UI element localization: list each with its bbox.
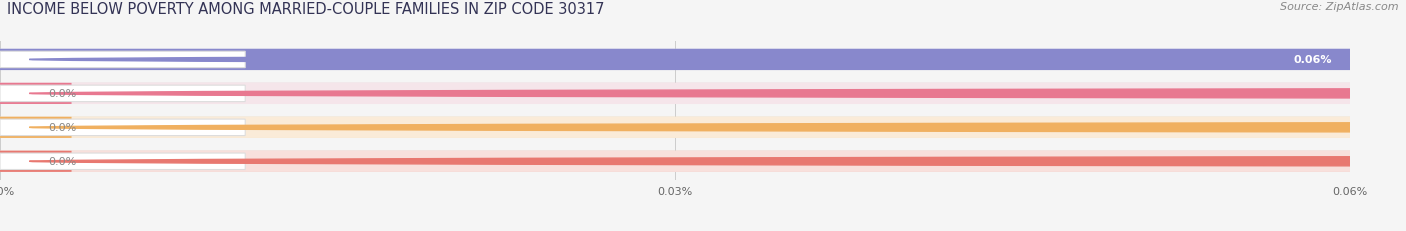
FancyBboxPatch shape <box>0 83 1406 105</box>
Circle shape <box>30 88 1406 100</box>
Text: INCOME BELOW POVERTY AMONG MARRIED-COUPLE FAMILIES IN ZIP CODE 30317: INCOME BELOW POVERTY AMONG MARRIED-COUPL… <box>7 2 605 17</box>
FancyBboxPatch shape <box>0 50 1406 71</box>
FancyBboxPatch shape <box>0 83 72 104</box>
FancyBboxPatch shape <box>0 153 245 170</box>
FancyBboxPatch shape <box>0 151 72 172</box>
Text: Source: ZipAtlas.com: Source: ZipAtlas.com <box>1281 2 1399 12</box>
FancyBboxPatch shape <box>0 120 245 136</box>
FancyBboxPatch shape <box>0 52 245 68</box>
Text: 0.0%: 0.0% <box>49 123 77 133</box>
Text: 0.0%: 0.0% <box>49 157 77 167</box>
FancyBboxPatch shape <box>0 151 1406 172</box>
FancyBboxPatch shape <box>0 50 1406 71</box>
Circle shape <box>30 155 1406 168</box>
Text: 0.06%: 0.06% <box>1294 55 1331 65</box>
FancyBboxPatch shape <box>0 117 1406 138</box>
FancyBboxPatch shape <box>0 117 72 138</box>
FancyBboxPatch shape <box>0 117 1391 138</box>
Circle shape <box>30 54 1406 66</box>
FancyBboxPatch shape <box>0 151 1391 172</box>
Text: 0.0%: 0.0% <box>49 89 77 99</box>
FancyBboxPatch shape <box>0 86 245 102</box>
Circle shape <box>30 122 1406 134</box>
FancyBboxPatch shape <box>0 50 1391 71</box>
FancyBboxPatch shape <box>0 83 1391 104</box>
